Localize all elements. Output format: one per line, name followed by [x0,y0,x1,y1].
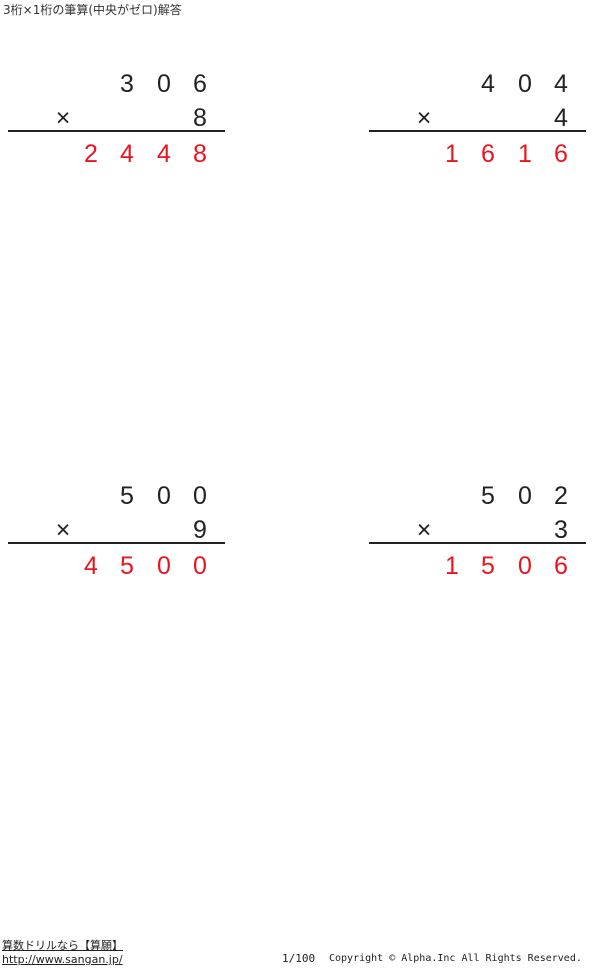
answer-digit: 0 [193,552,207,580]
answer-digit: 4 [120,140,134,168]
multiplicand-digit: 4 [554,70,568,98]
multiplicand-digit: 2 [554,482,568,510]
answer-digit: 1 [518,140,532,168]
multiplicand-digit: 0 [193,482,207,510]
answer-digit: 6 [481,140,495,168]
multiplication-problem: 5 0 2 × 3 1 5 0 6 [369,482,586,580]
divider-line [8,130,225,132]
multiplication-problem: 4 0 4 × 4 1 6 1 6 [369,70,586,168]
answer-digit: 0 [157,552,171,580]
multiplier-digit: 4 [554,104,568,132]
copyright: Copyright © Alpha.Inc All Rights Reserve… [329,953,582,964]
footer-links: 算数ドリルなら【算願】 http://www.sangan.jp/ [2,939,123,967]
multiplication-problem: 3 0 6 × 8 2 4 4 8 [8,70,225,168]
times-sign: × [416,104,432,132]
answer-digit: 4 [157,140,171,168]
answer-digit: 2 [84,140,98,168]
site-url-link[interactable]: http://www.sangan.jp/ [2,953,123,966]
multiplicand-digit: 5 [120,482,134,510]
times-sign: × [55,516,71,544]
multiplicand-digit: 6 [193,70,207,98]
multiplier-digit: 9 [193,516,207,544]
divider-line [8,542,225,544]
multiplication-problem: 5 0 0 × 9 4 5 0 0 [8,482,225,580]
multiplicand-digit: 0 [157,482,171,510]
answer-digit: 6 [554,552,568,580]
multiplicand-digit: 0 [157,70,171,98]
divider-line [369,542,586,544]
page-title: 3桁×1桁の筆算(中央がゼロ)解答 [3,3,182,17]
multiplicand-digit: 0 [518,70,532,98]
multiplicand-digit: 4 [481,70,495,98]
answer-digit: 8 [193,140,207,168]
divider-line [369,130,586,132]
answer-digit: 5 [481,552,495,580]
multiplicand-digit: 0 [518,482,532,510]
multiplier-digit: 3 [554,516,568,544]
answer-digit: 0 [518,552,532,580]
answer-digit: 6 [554,140,568,168]
page-number: 1/100 [282,952,316,965]
answer-digit: 1 [445,140,459,168]
answer-digit: 5 [120,552,134,580]
multiplicand-digit: 3 [120,70,134,98]
answer-digit: 1 [445,552,459,580]
times-sign: × [416,516,432,544]
times-sign: × [55,104,71,132]
multiplicand-digit: 5 [481,482,495,510]
answer-digit: 4 [84,552,98,580]
multiplier-digit: 8 [193,104,207,132]
site-name-link[interactable]: 算数ドリルなら【算願】 [2,939,123,952]
